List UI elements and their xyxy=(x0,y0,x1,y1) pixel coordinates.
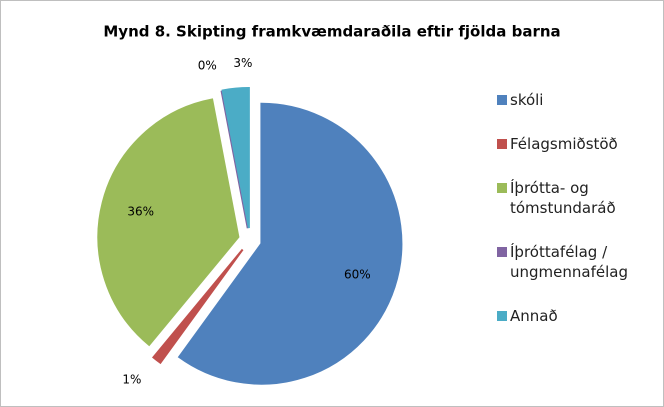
legend-swatch xyxy=(497,139,507,149)
legend-swatch xyxy=(497,95,507,105)
data-label: 0% xyxy=(198,58,217,72)
legend-item: Íþrótta- og tómstundaráð xyxy=(497,178,657,218)
data-label: 60% xyxy=(344,267,371,281)
pie-slice xyxy=(97,98,240,347)
pie-slice xyxy=(177,102,403,385)
data-label: 1% xyxy=(122,373,141,387)
legend-item: Annað xyxy=(497,306,657,326)
legend-label: Íþrótta- og tómstundaráð xyxy=(510,179,616,217)
legend-label: Íþróttafélag / ungmennafélag xyxy=(510,243,628,281)
legend-label: Annað xyxy=(510,307,558,325)
legend-label: skóli xyxy=(510,91,544,109)
legend-label: Félagsmiðstöð xyxy=(510,135,618,153)
legend: skóli Félagsmiðstöð Íþrótta- og tómstundar… xyxy=(497,90,657,326)
legend-swatch xyxy=(497,183,507,193)
pie-slice xyxy=(221,87,250,229)
legend-item: Íþróttafélag / ungmennafélag xyxy=(497,242,657,282)
legend-swatch xyxy=(497,311,507,321)
data-label: 3% xyxy=(233,56,252,70)
legend-item: Félagsmiðstöð xyxy=(497,134,657,154)
legend-swatch xyxy=(497,247,507,257)
data-label: 36% xyxy=(127,204,154,218)
pie-slice xyxy=(151,248,244,365)
legend-item: skóli xyxy=(497,90,657,110)
chart-title: Mynd 8. Skipting framkvæmdaraðila eftir … xyxy=(103,23,560,41)
